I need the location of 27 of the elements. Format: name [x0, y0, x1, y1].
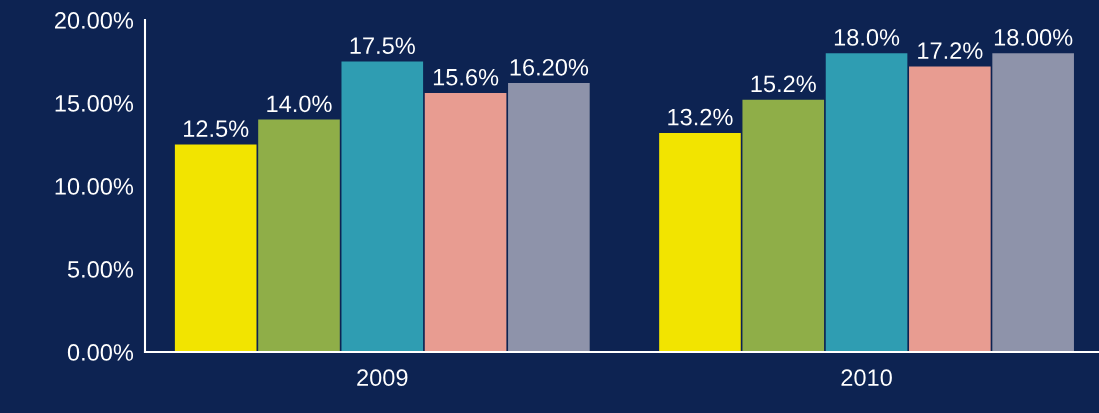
bar	[174, 144, 257, 352]
data-label: 13.2%	[668, 108, 733, 126]
bar	[825, 53, 908, 352]
bar	[508, 83, 590, 352]
y-tick-label: 0.00%	[67, 344, 134, 361]
data-label: 16.20%	[510, 58, 589, 76]
bar	[742, 99, 825, 352]
data-label: 14.0%	[267, 95, 332, 113]
x-tick-label: 2009	[357, 369, 408, 387]
data-label: 18.0%	[834, 29, 900, 46]
bar	[341, 61, 424, 352]
data-label: 15.2%	[751, 75, 816, 93]
data-label: 18.00%	[994, 29, 1073, 46]
y-tick-label: 20.00%	[55, 12, 134, 29]
data-label: 17.2%	[918, 42, 983, 59]
y-tick-label: 5.00%	[67, 261, 134, 278]
x-tick-label: 2010	[841, 369, 892, 387]
y-tick-label: 10.00%	[55, 178, 134, 195]
bar	[424, 93, 507, 352]
bar	[659, 132, 741, 352]
bar	[992, 53, 1074, 352]
bar	[258, 119, 340, 352]
data-label: 17.5%	[350, 37, 415, 55]
y-tick-label: 15.00%	[55, 95, 134, 112]
data-label: 15.6%	[433, 68, 499, 86]
bar	[909, 66, 991, 352]
data-label: 12.5%	[184, 120, 249, 138]
